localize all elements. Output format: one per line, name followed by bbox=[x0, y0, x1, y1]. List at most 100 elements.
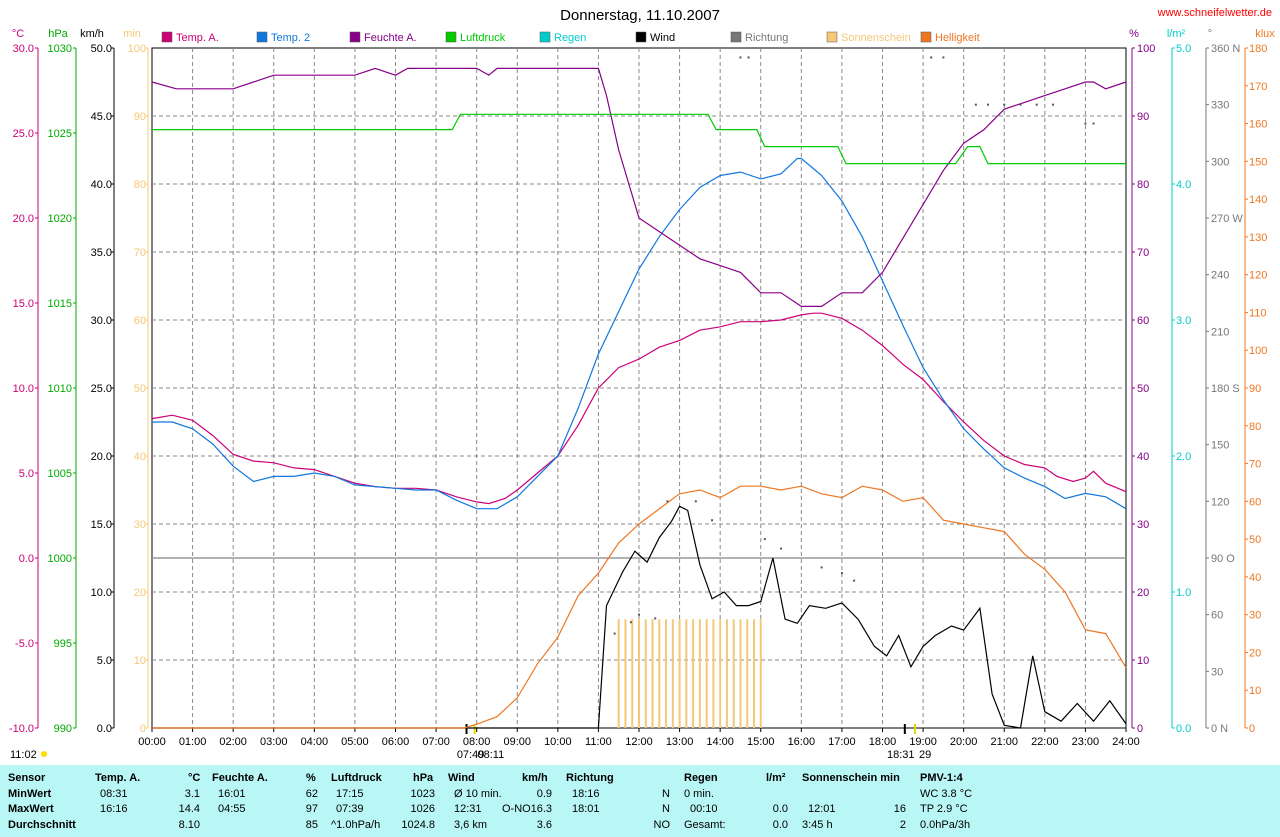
x-tick-label: 23:00 bbox=[1072, 736, 1100, 748]
temp-axis-label: -10.0 bbox=[9, 723, 34, 735]
series-luftdruck bbox=[152, 113, 1126, 165]
sun-axis-label: 50 bbox=[134, 383, 146, 395]
light-axis-label: 120 bbox=[1249, 270, 1267, 282]
avg-pmv: 0.0hPa/3h bbox=[920, 819, 971, 831]
direction-axis-label: 240 bbox=[1211, 270, 1229, 282]
max-temp-value: 14.4 bbox=[178, 803, 200, 815]
header-feuchte-unit: % bbox=[306, 772, 316, 784]
sun-axis-label: 70 bbox=[134, 247, 146, 259]
x-tick-label: 21:00 bbox=[990, 736, 1018, 748]
website-link: www.schneifelwetter.de bbox=[1157, 7, 1272, 19]
wind-axis-label: 0.0 bbox=[97, 723, 112, 735]
min-richtung-value: N bbox=[662, 788, 670, 800]
header-temp: Temp. A. bbox=[95, 772, 141, 784]
direction-point bbox=[974, 103, 977, 106]
direction-point bbox=[694, 500, 697, 503]
header-luftdruck-unit: hPa bbox=[413, 772, 434, 784]
direction-axis-label: 270 W bbox=[1211, 213, 1243, 225]
x-tick-label: 24:00 bbox=[1112, 736, 1140, 748]
min-temp-time: 08:31 bbox=[100, 788, 128, 800]
header-feuchte: Feuchte A. bbox=[212, 772, 268, 784]
avg-wind-distance: 3,6 km bbox=[454, 819, 488, 831]
rain-axis-label: 1.0 bbox=[1176, 587, 1191, 599]
legend-swatch bbox=[635, 31, 647, 43]
wind-axis-label: 25.0 bbox=[91, 383, 112, 395]
header-regen-unit: l/m² bbox=[766, 772, 786, 784]
direction-point bbox=[739, 56, 742, 59]
legend-label: Wind bbox=[650, 32, 675, 44]
avg-sonne-time: 3:45 h bbox=[802, 819, 833, 831]
x-tick-label: 14:00 bbox=[706, 736, 734, 748]
humidity-axis-label: 60 bbox=[1137, 315, 1149, 327]
light-axis-label: 80 bbox=[1249, 421, 1261, 433]
direction-axis-label: 180 S bbox=[1211, 383, 1240, 395]
header-temp-unit: °C bbox=[188, 772, 201, 784]
legend-swatch bbox=[445, 31, 457, 43]
humidity-axis-label: 40 bbox=[1137, 451, 1149, 463]
wind-axis-label: 30.0 bbox=[91, 315, 112, 327]
direction-axis-label: 90 O bbox=[1211, 553, 1235, 565]
x-tick-label: 09:00 bbox=[503, 736, 531, 748]
x-tick-label: 04:00 bbox=[301, 736, 329, 748]
min-richtung-time: 18:16 bbox=[572, 788, 600, 800]
min-feuchte-time: 16:01 bbox=[218, 788, 246, 800]
light-axis-label: 10 bbox=[1249, 685, 1261, 697]
x-tick-label: 17:00 bbox=[828, 736, 856, 748]
direction-point bbox=[1035, 103, 1038, 106]
avg-sonne-value: 2 bbox=[899, 819, 906, 831]
direction-point bbox=[1051, 103, 1054, 106]
direction-axis-label: 210 bbox=[1211, 326, 1229, 338]
light-axis-label: 90 bbox=[1249, 383, 1261, 395]
x-tick-label: 19:00 bbox=[909, 736, 937, 748]
light-axis-label: 170 bbox=[1249, 81, 1267, 93]
direction-point bbox=[987, 103, 990, 106]
temp-axis-label: 5.0 bbox=[19, 468, 34, 480]
weather-chart: Donnerstag, 11.10.2007 www.schneifelwette… bbox=[9, 7, 1275, 761]
unit-humidity: % bbox=[1129, 28, 1139, 40]
min-druck-value: 1023 bbox=[410, 788, 435, 800]
humidity-axis-label: 50 bbox=[1137, 383, 1149, 395]
sun-axis-label: 40 bbox=[134, 451, 146, 463]
wind-axis-label: 35.0 bbox=[91, 247, 112, 259]
page-title: Donnerstag, 11.10.2007 bbox=[560, 7, 720, 24]
rain-axis-label: 2.0 bbox=[1176, 451, 1191, 463]
chart-grid bbox=[151, 47, 1127, 729]
sun-axis-label: 80 bbox=[134, 179, 146, 191]
direction-point bbox=[930, 56, 933, 59]
x-tick-label: 00:00 bbox=[138, 736, 166, 748]
legend-swatch bbox=[161, 31, 173, 43]
legend-swatch bbox=[920, 31, 932, 43]
legend-label: Helligkeit bbox=[935, 32, 980, 44]
direction-point bbox=[763, 538, 766, 541]
direction-point bbox=[840, 572, 843, 575]
light-axis-label: 20 bbox=[1249, 647, 1261, 659]
min-pmv: WC 3.8 °C bbox=[920, 788, 973, 800]
wind-axis-label: 15.0 bbox=[91, 519, 112, 531]
x-tick-label: 11:00 bbox=[585, 736, 612, 748]
direction-axis-label: 30 bbox=[1211, 666, 1223, 678]
wind-axis-label: 50.0 bbox=[91, 43, 112, 55]
light-axis-label: 160 bbox=[1249, 119, 1267, 131]
rain-axis-label: 5.0 bbox=[1176, 43, 1191, 55]
x-tick-label: 10:00 bbox=[544, 736, 572, 748]
temp-axis-label: 20.0 bbox=[13, 213, 34, 225]
light-axis-label: 180 bbox=[1249, 43, 1267, 55]
sun-axis-label: 20 bbox=[134, 587, 146, 599]
max-wind-value: 16.3 bbox=[530, 803, 552, 815]
unit-temp: °C bbox=[12, 28, 24, 40]
direction-point bbox=[780, 547, 783, 550]
sun-axis-label: 90 bbox=[134, 111, 146, 123]
pressure-axis-label: 1015 bbox=[48, 298, 72, 310]
unit-direction: ° bbox=[1208, 28, 1212, 40]
x-tick-label: 18:00 bbox=[869, 736, 897, 748]
pressure-axis-label: 1010 bbox=[48, 383, 72, 395]
humidity-axis-label: 0 bbox=[1137, 723, 1143, 735]
max-wind-time: 12:31 bbox=[454, 803, 482, 815]
min-wind-value: 0.9 bbox=[536, 788, 552, 800]
max-wind-direction: O-NO bbox=[502, 803, 531, 815]
humidity-axis-label: 20 bbox=[1137, 587, 1149, 599]
direction-point bbox=[1084, 122, 1087, 125]
direction-point bbox=[1019, 103, 1022, 106]
legend-label: Feuchte A. bbox=[364, 32, 417, 44]
x-tick-label: 12:00 bbox=[625, 736, 653, 748]
